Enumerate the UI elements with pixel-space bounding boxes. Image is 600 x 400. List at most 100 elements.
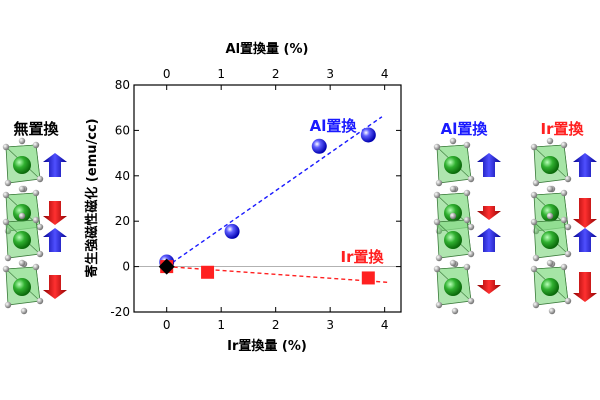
corner-atom-2	[36, 250, 44, 258]
corner-atom-2	[467, 297, 475, 305]
corner-atom-2	[564, 297, 572, 305]
point-ir-1	[201, 265, 215, 279]
corner-atom-1	[32, 263, 40, 271]
corner-atom-1	[560, 189, 568, 197]
corner-atom-2	[36, 223, 44, 231]
corner-atom-4	[449, 185, 457, 193]
corner-atom-4	[18, 259, 26, 267]
corner-atom-3	[532, 301, 540, 309]
corner-atom-0	[433, 143, 441, 151]
point-al-2	[311, 138, 327, 154]
corner-atom-0	[2, 143, 10, 151]
octahedron-2	[2, 212, 44, 268]
corner-atom-4	[546, 259, 554, 267]
corner-atom-0	[530, 191, 538, 199]
spin-up-arrow-4	[477, 153, 501, 177]
corner-atom-3	[435, 254, 443, 262]
bottom-tick-label-0: 0	[163, 318, 171, 332]
corner-atom-2	[36, 297, 44, 305]
spin-down-arrow-3	[43, 275, 67, 299]
y-axis-label: 寄生強磁性磁化 (emu/cc)	[84, 118, 100, 277]
spin-down-arrow-9	[573, 198, 597, 228]
panel-title-al: Al置換	[441, 120, 489, 138]
corner-atom-3	[4, 179, 12, 187]
corner-atom-4	[18, 185, 26, 193]
corner-atom-4	[449, 259, 457, 267]
spin-up-arrow-10	[573, 228, 597, 252]
point-al-1	[224, 223, 240, 239]
corner-atom-0	[433, 218, 441, 226]
corner-atom-3	[532, 179, 540, 187]
corner-atom-3	[4, 301, 12, 309]
corner-atom-1	[32, 216, 40, 224]
corner-atom-4	[449, 212, 457, 220]
octahedron-4	[433, 137, 475, 193]
corner-atom-1	[463, 216, 471, 224]
corner-atom-0	[530, 143, 538, 151]
bottom-tick-label-4: 4	[381, 318, 389, 332]
central-atom	[541, 278, 559, 296]
corner-atom-4	[18, 137, 26, 145]
corner-atom-0	[530, 265, 538, 273]
corner-atom-0	[2, 265, 10, 273]
point-origin-0	[158, 258, 175, 275]
corner-atom-5	[20, 307, 28, 315]
corner-atom-2	[467, 250, 475, 258]
corner-atom-2	[467, 223, 475, 231]
spin-up-arrow-2	[43, 228, 67, 252]
corner-atom-4	[546, 185, 554, 193]
y-tick-label-3: 40	[115, 169, 130, 183]
point-ir-2	[361, 271, 375, 285]
corner-atom-1	[560, 141, 568, 149]
point-al-3	[360, 127, 376, 143]
y-tick-label-2: 20	[115, 214, 130, 228]
corner-atom-3	[435, 301, 443, 309]
octahedron-10	[530, 212, 572, 268]
plot-frame	[133, 84, 402, 313]
corner-atom-1	[32, 141, 40, 149]
central-atom	[444, 231, 462, 249]
corner-atom-2	[36, 175, 44, 183]
corner-atom-1	[463, 141, 471, 149]
corner-atom-1	[463, 263, 471, 271]
top-tick-label-1: 1	[217, 67, 225, 81]
octahedron-6	[433, 212, 475, 268]
data-points	[158, 127, 376, 285]
spin-down-arrow-1	[43, 201, 67, 225]
top-tick-label-0: 0	[163, 67, 171, 81]
central-atom	[13, 156, 31, 174]
y-tick-label-1: 0	[122, 260, 130, 274]
corner-atom-2	[564, 250, 572, 258]
corner-atom-0	[433, 265, 441, 273]
central-atom	[13, 231, 31, 249]
corner-atom-4	[546, 212, 554, 220]
corner-atom-4	[18, 212, 26, 220]
octahedron-7	[433, 259, 475, 315]
corner-atom-1	[560, 216, 568, 224]
octahedron-11	[530, 259, 572, 315]
corner-atom-0	[2, 191, 10, 199]
spin-up-arrow-0	[43, 153, 67, 177]
corner-atom-5	[548, 307, 556, 315]
corner-atom-3	[435, 179, 443, 187]
corner-atom-2	[564, 223, 572, 231]
corner-atom-0	[530, 218, 538, 226]
corner-atom-1	[560, 263, 568, 271]
spin-down-arrow-7	[477, 280, 501, 294]
crystal-illustrations	[2, 137, 597, 315]
corner-atom-2	[467, 175, 475, 183]
spin-down-arrow-11	[573, 272, 597, 302]
octahedron-3	[2, 259, 44, 315]
central-atom	[444, 278, 462, 296]
bottom-tick-label-3: 3	[326, 318, 334, 332]
corner-atom-1	[463, 189, 471, 197]
bottom-axis-label: Ir置換量 (%)	[227, 338, 307, 354]
bottom-tick-label-2: 2	[272, 318, 280, 332]
corner-atom-0	[433, 191, 441, 199]
central-atom	[444, 156, 462, 174]
top-tick-label-2: 2	[272, 67, 280, 81]
octahedron-8	[530, 137, 572, 193]
trend-line-0	[166, 116, 383, 268]
